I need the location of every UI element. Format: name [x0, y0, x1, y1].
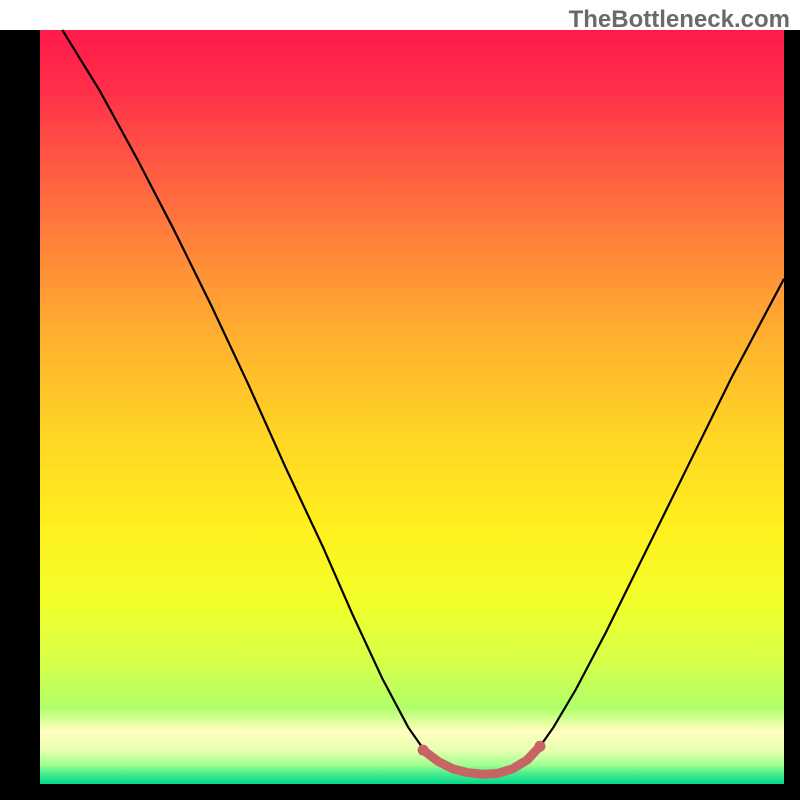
frame-right [784, 30, 800, 800]
watermark-text: TheBottleneck.com [569, 6, 790, 34]
frame-bottom [0, 784, 800, 800]
bottleneck-chart: TheBottleneck.com [0, 0, 800, 800]
frame-left [0, 30, 40, 800]
chart-svg [0, 0, 800, 800]
gradient-background [40, 30, 784, 784]
